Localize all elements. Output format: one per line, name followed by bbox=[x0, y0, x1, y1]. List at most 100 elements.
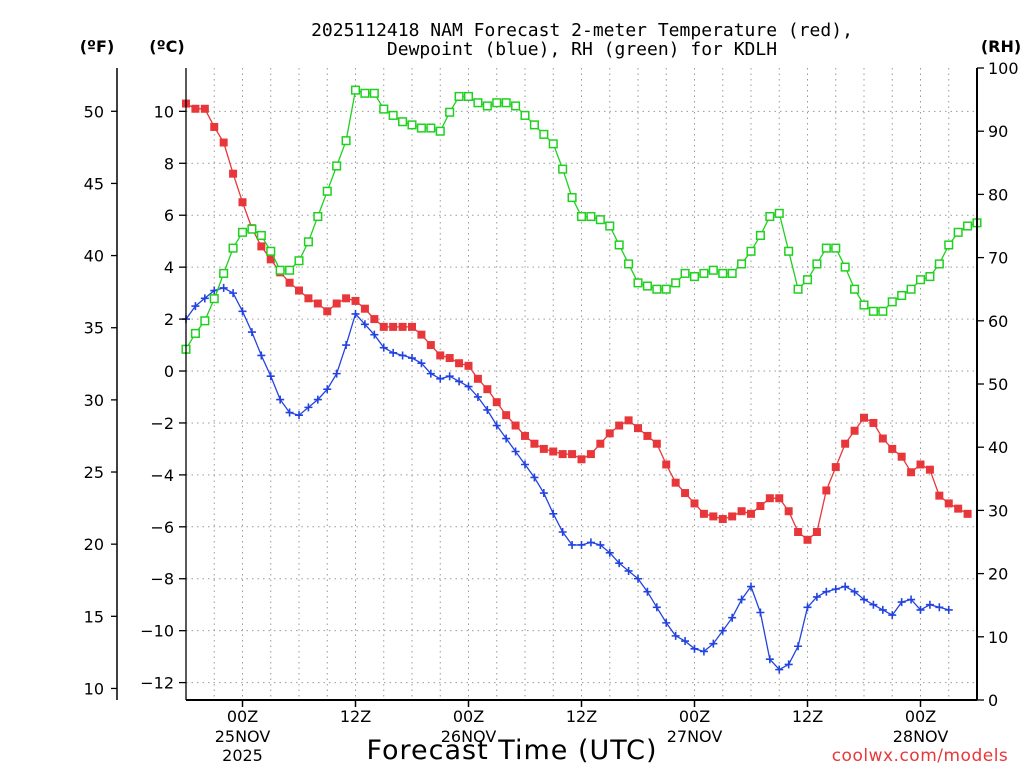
temperature-point bbox=[191, 104, 200, 113]
dewpoint-point bbox=[812, 592, 821, 601]
dewpoint-point bbox=[558, 528, 567, 537]
rh-point bbox=[699, 268, 709, 278]
rh-point bbox=[661, 284, 671, 294]
temperature-point bbox=[257, 242, 266, 251]
celsius-tick-label: −10 bbox=[140, 622, 174, 641]
temperature-point bbox=[690, 499, 699, 508]
temperature-point bbox=[200, 104, 209, 113]
dewpoint-point bbox=[511, 447, 520, 456]
tick-labels-layer: −12−10−8−6−4−202468101015202530354045500… bbox=[84, 59, 1019, 765]
dewpoint-point bbox=[200, 294, 209, 303]
rh-point bbox=[256, 230, 266, 241]
rh-point bbox=[897, 290, 907, 301]
x-year-label: 2025 bbox=[222, 746, 263, 765]
dewpoint-point bbox=[586, 538, 595, 547]
dewpoint-point bbox=[634, 574, 642, 583]
temperature-point bbox=[351, 296, 360, 305]
dewpoint-point bbox=[718, 626, 727, 635]
dewpoint-point bbox=[925, 600, 934, 609]
temperature-series bbox=[182, 99, 972, 544]
temperature-point bbox=[568, 450, 577, 459]
rh-point bbox=[369, 88, 379, 98]
temperature-point bbox=[699, 509, 708, 518]
temperature-point bbox=[605, 429, 614, 438]
dewpoint-point bbox=[577, 540, 586, 549]
temperature-point bbox=[634, 424, 642, 433]
fahrenheit-tick-label: 15 bbox=[84, 607, 104, 626]
rh-point bbox=[190, 328, 200, 338]
rh-tick-label: 90 bbox=[988, 122, 1008, 141]
rh-point bbox=[878, 306, 888, 316]
temperature-point bbox=[332, 299, 341, 308]
x-tick-label: 12Z bbox=[340, 707, 371, 726]
temperature-point bbox=[897, 452, 906, 461]
temperature-point bbox=[737, 507, 746, 516]
rh-tick-label: 80 bbox=[988, 185, 1008, 204]
rh-tick-label: 40 bbox=[988, 438, 1008, 457]
rh-point bbox=[934, 259, 944, 269]
temperature-point bbox=[812, 528, 821, 537]
temperature-point bbox=[841, 439, 850, 448]
temperature-point bbox=[229, 169, 238, 178]
dewpoint-point bbox=[436, 374, 445, 383]
rh-point bbox=[915, 275, 926, 285]
rh-point bbox=[341, 136, 351, 146]
dewpoint-point bbox=[596, 540, 605, 549]
temperature-point bbox=[492, 398, 501, 407]
rh-point bbox=[285, 265, 295, 275]
dewpoint-point bbox=[389, 348, 398, 357]
temperature-point bbox=[944, 499, 953, 508]
dewpoint-point bbox=[464, 382, 473, 391]
dewpoint-point bbox=[756, 608, 765, 617]
dewpoint-line bbox=[185, 287, 949, 671]
temperature-point bbox=[954, 504, 963, 513]
temperature-point bbox=[831, 463, 840, 472]
rh-point bbox=[294, 256, 304, 266]
dewpoint-point bbox=[445, 372, 454, 381]
temperature-point bbox=[794, 528, 803, 537]
dewpoint-point bbox=[624, 566, 633, 575]
dewpoint-point bbox=[502, 434, 511, 443]
rh-point bbox=[614, 240, 624, 250]
temperature-point bbox=[313, 299, 322, 308]
dewpoint-point bbox=[699, 647, 708, 656]
rh-point bbox=[539, 129, 549, 139]
rh-point bbox=[925, 272, 935, 282]
dewpoint-point bbox=[690, 644, 699, 653]
temperature-point bbox=[925, 465, 934, 474]
rh-point bbox=[360, 88, 370, 98]
fahrenheit-tick-label: 10 bbox=[84, 679, 104, 698]
rh-point bbox=[247, 224, 257, 234]
dewpoint-point bbox=[897, 598, 906, 607]
rh-point bbox=[624, 259, 634, 269]
dewpoint-point bbox=[379, 343, 388, 352]
dewpoint-point bbox=[295, 411, 303, 420]
unit-label-fahrenheit: (ºF) bbox=[80, 37, 115, 56]
rh-point bbox=[275, 265, 285, 275]
x-date-label: 27NOV bbox=[667, 727, 723, 746]
rh-point bbox=[492, 98, 502, 108]
dewpoint-point bbox=[568, 540, 577, 549]
rh-point bbox=[718, 268, 728, 278]
dewpoint-point bbox=[935, 603, 944, 612]
temperature-point bbox=[426, 341, 435, 350]
temperature-point bbox=[473, 374, 482, 383]
rh-point bbox=[708, 265, 718, 275]
rh-point bbox=[576, 211, 587, 222]
x-tick-label: 00Z bbox=[453, 707, 484, 726]
dewpoint-point bbox=[860, 595, 868, 604]
celsius-tick-label: 4 bbox=[164, 258, 174, 277]
rh-point bbox=[463, 91, 474, 101]
rh-point bbox=[784, 246, 794, 256]
dewpoint-point bbox=[916, 605, 925, 614]
dewpoint-point bbox=[229, 289, 238, 298]
dewpoint-point bbox=[728, 613, 737, 622]
temperature-point bbox=[295, 286, 303, 295]
dewpoint-point bbox=[426, 369, 435, 378]
dewpoint-point bbox=[850, 587, 859, 596]
x-date-label: 28NOV bbox=[893, 727, 949, 746]
dewpoint-point bbox=[313, 395, 322, 404]
dewpoint-point bbox=[794, 642, 803, 651]
x-tick-label: 12Z bbox=[566, 707, 597, 726]
dewpoint-point bbox=[831, 585, 840, 594]
